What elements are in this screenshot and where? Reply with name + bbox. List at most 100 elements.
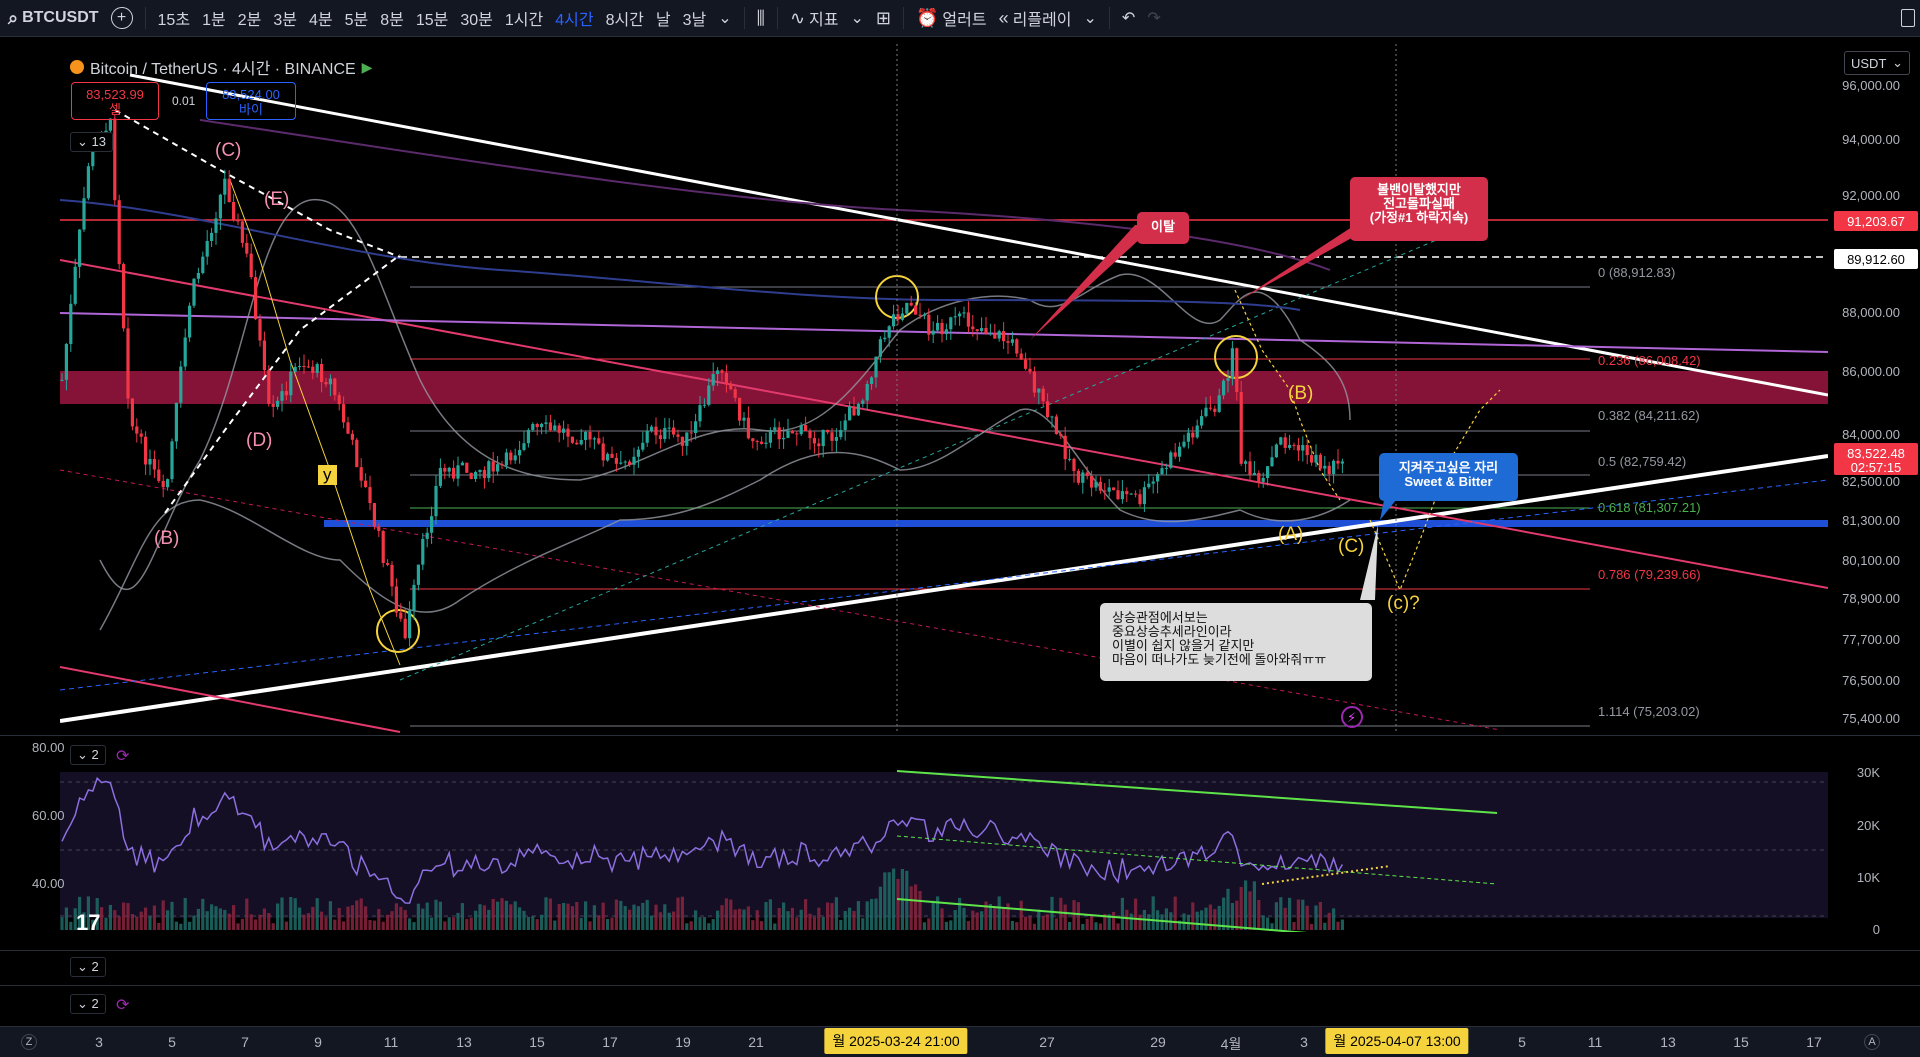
volume-bar <box>663 904 667 930</box>
candle-body <box>333 378 337 396</box>
price-label: 81,300.00 <box>1842 513 1900 528</box>
panel-toggle-button[interactable] <box>1896 0 1920 36</box>
volume-bar <box>1191 902 1195 930</box>
candle-body <box>1336 460 1340 464</box>
add-symbol-button[interactable]: + <box>105 0 139 36</box>
volume-bar <box>504 900 508 930</box>
interval-3d[interactable]: 3날 <box>682 12 707 29</box>
candle-body <box>482 469 486 479</box>
interval-4h[interactable]: 4시간 <box>555 12 594 29</box>
interval-dropdown[interactable]: ⌄ <box>712 0 737 36</box>
candle-body <box>658 435 662 440</box>
interval-30m[interactable]: 30분 <box>460 12 493 29</box>
volume-bar <box>790 907 794 930</box>
interval-3m[interactable]: 3분 <box>273 12 297 29</box>
candle-body <box>1208 407 1212 409</box>
sell-button[interactable]: 83,523.99 셀 <box>71 82 159 120</box>
volume-bar <box>205 911 209 930</box>
candle-body <box>878 339 882 357</box>
indicators-collapse-p4[interactable]: ⌄ 2 <box>70 994 106 1014</box>
chart-type-button[interactable]: ⫼ <box>751 0 771 36</box>
candle-body <box>834 437 838 441</box>
indicators-collapse-rsi[interactable]: ⌄ 2 <box>70 745 106 765</box>
flag-icon[interactable]: ▶ <box>361 58 373 75</box>
interval-15s[interactable]: 15초 <box>157 12 191 29</box>
replay-button[interactable]: « 리플레이 <box>993 0 1078 36</box>
volume-bar <box>619 900 623 930</box>
volume-bar <box>1090 915 1094 930</box>
candle-body <box>548 422 552 431</box>
indicators-button[interactable]: ∿ 지표 <box>784 0 845 36</box>
candle-body <box>914 305 918 315</box>
annotation-trendline[interactable]: 상승관점에서보는 중요상승추세라인이라 이별이 쉽지 않을거 같지만 마음이 떠… <box>1100 603 1372 681</box>
indicators-dropdown[interactable]: ⌄ <box>845 0 870 36</box>
candle-body <box>1274 444 1278 458</box>
highlight-circle-3 <box>376 609 420 653</box>
interval-1m[interactable]: 1분 <box>202 12 226 29</box>
rsi-line <box>61 776 1344 904</box>
interval-4m[interactable]: 4분 <box>308 12 333 29</box>
candles-icon: ⫼ <box>756 7 765 28</box>
undo-button[interactable]: ↶ <box>1116 0 1141 36</box>
volume-bar <box>1310 923 1314 930</box>
annotation-break[interactable]: 이탈 <box>1137 212 1189 244</box>
buy-button[interactable]: 83,524.00 바이 <box>206 82 296 120</box>
candle-body <box>337 395 341 405</box>
volume-bar <box>320 911 324 930</box>
volume-bar <box>1270 923 1274 930</box>
purple-trendline <box>60 312 1828 353</box>
volume-bar <box>966 921 970 930</box>
annotation-keep-level[interactable]: 지켜주고싶은 자리 Sweet & Bitter <box>1379 453 1518 501</box>
interval-8m[interactable]: 8분 <box>380 12 404 29</box>
annotation-bollinger[interactable]: 볼밴이탈했지만 전고돌파실패 (가정#1 하락지속) <box>1350 177 1488 241</box>
candle-body <box>557 425 561 433</box>
refresh-icon[interactable]: ⟳ <box>116 997 130 1014</box>
interval-5m[interactable]: 5분 <box>344 12 369 29</box>
volume-bar <box>632 904 636 930</box>
rsi-band <box>60 772 1828 918</box>
volume-bar <box>1054 918 1058 930</box>
replay-dropdown[interactable]: ⌄ <box>1078 0 1103 36</box>
redo-button[interactable]: ↷ <box>1141 0 1166 36</box>
candle-body <box>654 426 658 436</box>
volume-bar <box>768 899 772 930</box>
symbol-search[interactable]: ⌕ BTCUSDT <box>0 0 105 36</box>
volume-bar <box>73 908 77 930</box>
interval-1h[interactable]: 1시간 <box>504 12 544 29</box>
layout-button[interactable]: ⊞ <box>870 0 897 36</box>
time-axis[interactable]: Z 3 5 7 9 11 13 15 17 19 21 27 29 4월 3 5… <box>0 1026 1920 1057</box>
indicators-collapse-main[interactable]: ⌄ 13 <box>70 132 113 152</box>
volume-bar <box>478 904 482 930</box>
candle-body <box>474 471 478 479</box>
interval-15m[interactable]: 15분 <box>415 12 449 29</box>
volume-bar <box>1112 911 1116 930</box>
volume-bar <box>500 898 504 930</box>
candle-body <box>355 439 359 468</box>
candle-body <box>623 461 627 463</box>
volume-bar <box>557 904 561 930</box>
chart-area[interactable]: ⚡ <box>0 37 1920 1022</box>
interval-2m[interactable]: 2분 <box>237 12 262 29</box>
currency-selector[interactable]: USDT ⌄ <box>1844 51 1910 75</box>
candle-body <box>619 462 623 464</box>
zoom-z-button[interactable]: Z <box>21 1034 37 1050</box>
candle-body <box>412 584 416 611</box>
volume-bar <box>1323 922 1327 930</box>
time-label: 15 <box>1733 1034 1749 1050</box>
spread-value: 0.01 <box>172 94 196 108</box>
interval-8h[interactable]: 8시간 <box>605 12 644 29</box>
volume-bar <box>795 917 799 930</box>
volume-bar <box>364 906 368 930</box>
rsi-trend-mid <box>896 835 1498 885</box>
alert-button[interactable]: ⏰ 얼러트 <box>910 0 993 36</box>
volume-bar <box>1107 914 1111 930</box>
alert-label: 얼러트 <box>942 12 987 29</box>
volume-bar <box>359 898 363 930</box>
auto-scale-button[interactable]: A <box>1864 1034 1880 1050</box>
time-label: 21 <box>748 1034 764 1050</box>
indicators-collapse-p3[interactable]: ⌄ 2 <box>70 957 106 977</box>
refresh-icon[interactable]: ⟳ <box>116 748 130 765</box>
interval-1d[interactable]: 날 <box>655 12 671 29</box>
volume-bar <box>878 886 882 930</box>
time-label: 19 <box>675 1034 691 1050</box>
